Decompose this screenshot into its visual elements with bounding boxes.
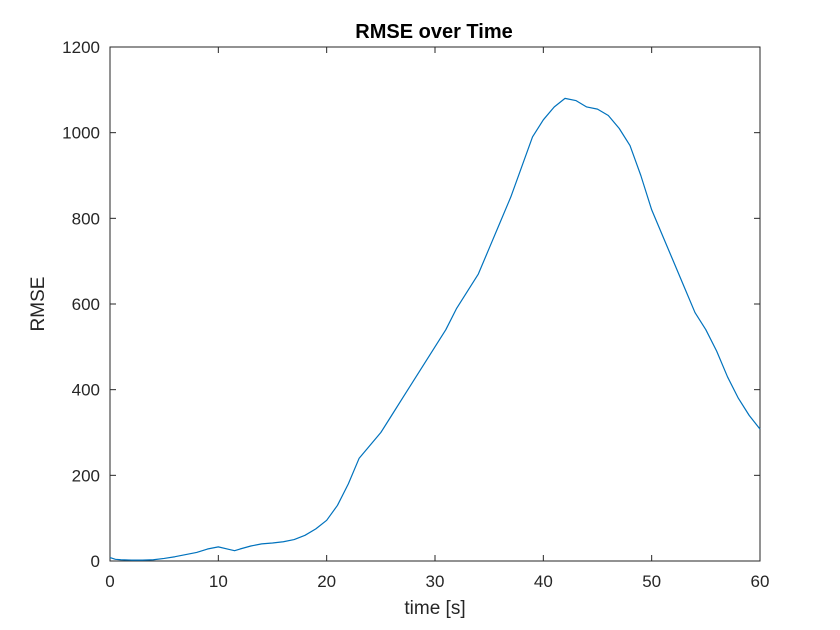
y-axis-label: RMSE	[28, 277, 49, 332]
y-tick-label: 1200	[62, 38, 100, 57]
x-axis-label: time [s]	[404, 598, 465, 619]
plot-frame	[109, 46, 761, 562]
y-tick-label: 600	[72, 295, 100, 314]
y-tick-label: 1000	[62, 124, 100, 143]
x-tick-label: 50	[642, 572, 661, 591]
y-tick-label: 800	[72, 209, 100, 228]
y-tick-label: 400	[72, 381, 100, 400]
x-tick-label: 60	[751, 572, 770, 591]
plot-area	[109, 46, 761, 562]
x-tick-label: 30	[426, 572, 445, 591]
x-tick-label: 20	[317, 572, 336, 591]
y-tick-label: 200	[72, 466, 100, 485]
x-tick-label: 10	[209, 572, 228, 591]
y-tick-label: 0	[91, 552, 100, 571]
rmse-series-line	[109, 97, 761, 561]
x-tick-label: 0	[105, 572, 114, 591]
y-axis-ticks: 0 200 400 600 800 1000 1200	[62, 38, 760, 571]
x-tick-label: 40	[534, 572, 553, 591]
x-axis-ticks: 0 10 20 30 40 50 60	[105, 47, 769, 591]
chart-title: RMSE over Time	[355, 21, 512, 43]
